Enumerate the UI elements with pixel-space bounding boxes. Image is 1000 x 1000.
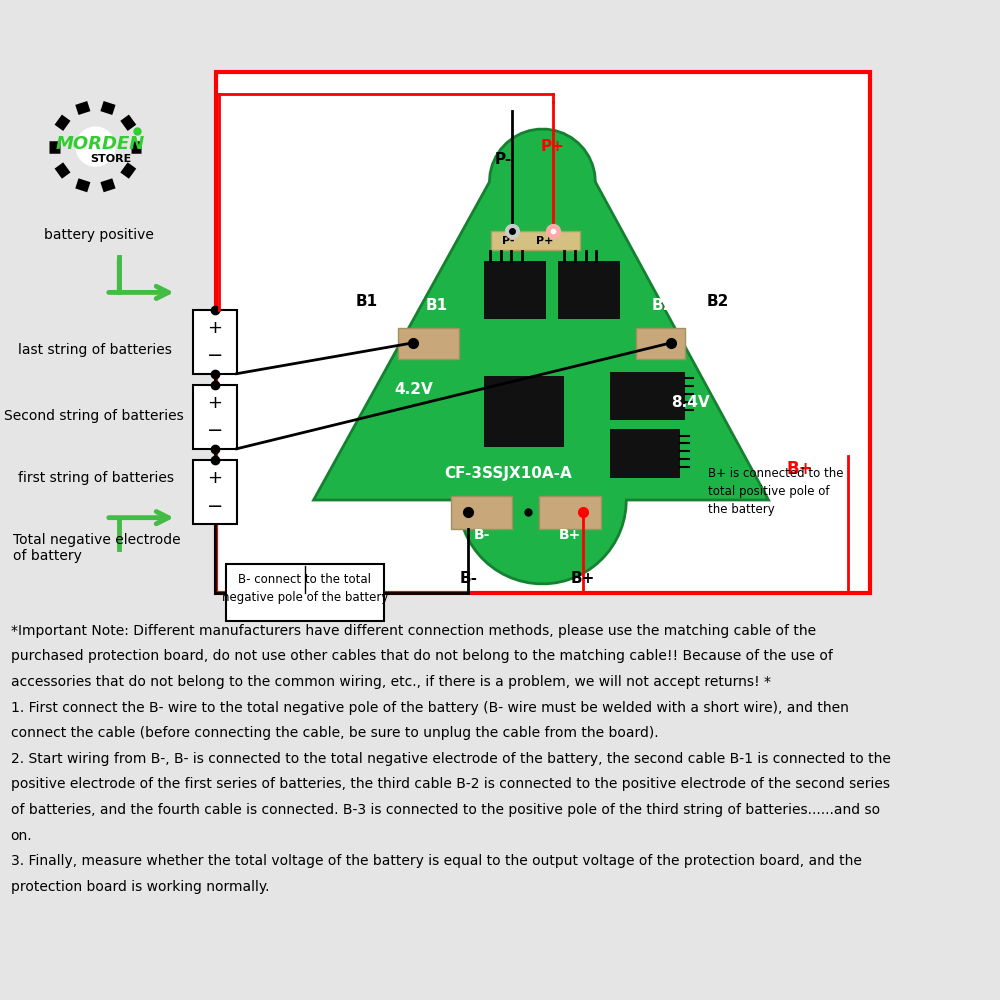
- FancyBboxPatch shape: [226, 564, 384, 621]
- Text: −: −: [206, 421, 223, 440]
- Text: B+: B+: [559, 528, 581, 542]
- Text: of batteries, and the fourth cable is connected. B-3 is connected to the positiv: of batteries, and the fourth cable is co…: [11, 803, 880, 817]
- Text: B- connect to the total
negative pole of the battery: B- connect to the total negative pole of…: [222, 573, 388, 604]
- Text: MORDEN: MORDEN: [55, 135, 145, 153]
- Bar: [484, 376, 564, 447]
- Bar: [636, 328, 685, 359]
- Text: P+: P+: [536, 236, 554, 246]
- Text: B2: B2: [651, 298, 674, 313]
- Bar: [451, 496, 512, 529]
- Text: P+: P+: [541, 139, 565, 154]
- Text: B+ is connected to the
total positive pole of
the battery: B+ is connected to the total positive po…: [708, 467, 844, 516]
- Text: 1. First connect the B- wire to the total negative pole of the battery (B- wire : 1. First connect the B- wire to the tota…: [11, 701, 848, 715]
- Bar: [193, 310, 237, 374]
- Text: protection board is working normally.: protection board is working normally.: [11, 880, 269, 894]
- Text: 8.4V: 8.4V: [671, 395, 710, 410]
- Text: B1: B1: [425, 298, 447, 313]
- Text: of battery: of battery: [13, 549, 82, 563]
- Text: −: −: [206, 497, 223, 516]
- Circle shape: [76, 127, 115, 166]
- Text: Total negative electrode: Total negative electrode: [13, 533, 181, 547]
- Bar: [398, 328, 459, 359]
- Text: 4.2V: 4.2V: [394, 382, 433, 397]
- Polygon shape: [314, 129, 769, 584]
- Text: STORE: STORE: [91, 154, 132, 164]
- Text: +: +: [207, 394, 222, 412]
- Bar: [216, 72, 870, 593]
- Bar: [558, 261, 620, 319]
- Text: accessories that do not belong to the common wiring, etc., if there is a problem: accessories that do not belong to the co…: [11, 675, 771, 689]
- Text: B2: B2: [707, 294, 729, 309]
- Bar: [193, 385, 237, 449]
- Bar: [0, 58, 216, 606]
- Bar: [610, 429, 680, 478]
- Bar: [491, 231, 580, 250]
- Text: *Important Note: Different manufacturers have different connection methods, plea: *Important Note: Different manufacturers…: [11, 624, 816, 638]
- Text: 2. Start wiring from B-, B- is connected to the total negative electrode of the : 2. Start wiring from B-, B- is connected…: [11, 752, 890, 766]
- Text: last string of batteries: last string of batteries: [18, 343, 172, 357]
- Text: B+: B+: [571, 571, 595, 586]
- Text: on.: on.: [11, 829, 32, 843]
- Bar: [193, 460, 237, 524]
- Text: connect the cable (before connecting the cable, be sure to unplug the cable from: connect the cable (before connecting the…: [11, 726, 658, 740]
- Text: purchased protection board, do not use other cables that do not belong to the ma: purchased protection board, do not use o…: [11, 649, 832, 663]
- Bar: [610, 372, 685, 420]
- Text: battery positive: battery positive: [44, 228, 154, 242]
- Text: B1: B1: [356, 294, 378, 309]
- Text: P-: P-: [502, 236, 514, 246]
- Text: 3. Finally, measure whether the total voltage of the battery is equal to the out: 3. Finally, measure whether the total vo…: [11, 854, 861, 868]
- Text: CF-3SSJX10A-A: CF-3SSJX10A-A: [444, 466, 572, 481]
- Bar: [484, 261, 546, 319]
- Text: B+: B+: [786, 460, 813, 478]
- Text: P-: P-: [495, 152, 512, 167]
- Text: first string of batteries: first string of batteries: [18, 471, 174, 485]
- Text: −: −: [206, 346, 223, 365]
- Text: +: +: [207, 319, 222, 337]
- Text: B-: B-: [459, 571, 477, 586]
- Bar: [539, 496, 601, 529]
- Text: +: +: [207, 469, 222, 487]
- Text: Second string of batteries: Second string of batteries: [4, 409, 184, 423]
- Text: B-: B-: [473, 528, 490, 542]
- Text: positive electrode of the first series of batteries, the third cable B-2 is conn: positive electrode of the first series o…: [11, 777, 890, 791]
